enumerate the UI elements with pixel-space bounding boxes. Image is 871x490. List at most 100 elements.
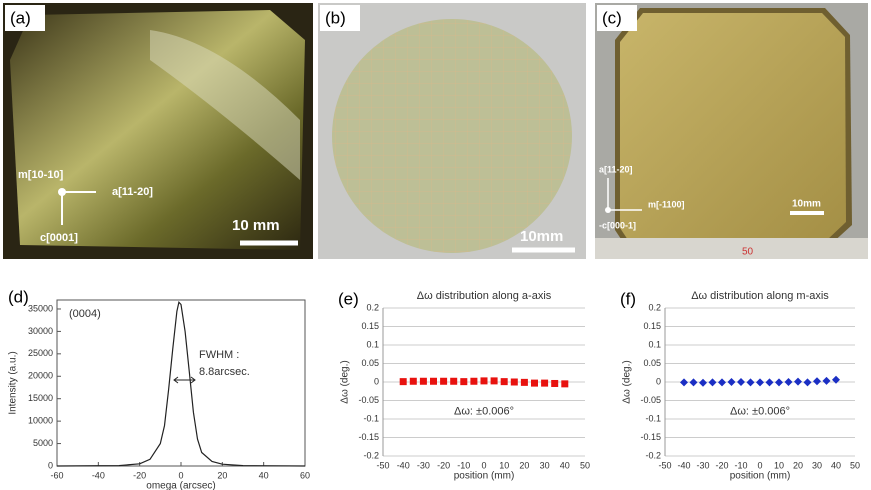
x-tick-label: 30 xyxy=(812,460,822,470)
point xyxy=(737,378,745,386)
point xyxy=(430,377,437,385)
x-tick-label: -30 xyxy=(696,460,709,470)
point xyxy=(510,378,518,386)
x-tick-label: 30 xyxy=(540,460,550,470)
point xyxy=(727,378,736,386)
panel-label: (b) xyxy=(325,8,346,27)
x-tick-label: -20 xyxy=(715,460,728,470)
point xyxy=(450,377,458,385)
axis-label: m[-1100] xyxy=(648,199,685,209)
y-axis-label: Δω (deg.) xyxy=(340,360,351,403)
y-tick-label: 5000 xyxy=(33,438,53,448)
point xyxy=(561,380,569,388)
data-line xyxy=(56,300,306,467)
point xyxy=(699,378,707,387)
x-tick-label: -60 xyxy=(50,470,63,480)
annotation: (0004) xyxy=(69,308,101,320)
y-tick-label: 0.15 xyxy=(361,321,379,331)
x-tick-label: 60 xyxy=(300,470,310,480)
x-tick-label: 40 xyxy=(831,460,841,470)
point xyxy=(551,379,559,387)
photo-a: (a) m[10-10] a[11-20] c[0001] 10 mm xyxy=(3,3,313,259)
point xyxy=(784,378,793,386)
x-axis-label: position (mm) xyxy=(730,471,791,482)
x-tick-label: -50 xyxy=(376,460,389,470)
point xyxy=(708,378,717,387)
point xyxy=(520,378,528,386)
point xyxy=(718,378,726,387)
point xyxy=(832,375,840,384)
y-tick-label: 0.1 xyxy=(366,339,379,349)
scale-label: 10mm xyxy=(520,228,563,245)
panel-label: (a) xyxy=(10,8,31,27)
y-tick-label: -0.1 xyxy=(363,413,379,423)
point xyxy=(460,378,468,386)
y-tick-label: 0.2 xyxy=(648,302,661,312)
y-tick-label: 10000 xyxy=(28,416,53,426)
x-axis-label: position (mm) xyxy=(454,471,515,482)
x-tick-label: 0 xyxy=(481,460,486,470)
chart-title: Δω distribution along m-axis xyxy=(691,290,829,302)
scale-label: 10mm xyxy=(792,199,821,210)
x-tick-label: 50 xyxy=(580,460,590,470)
chart-title: Δω distribution along a-axis xyxy=(417,290,552,302)
y-tick-label: 0.1 xyxy=(648,339,661,349)
x-tick-label: -10 xyxy=(457,460,470,470)
scale-label: 10 mm xyxy=(232,217,280,234)
y-tick-label: -0.15 xyxy=(640,432,661,442)
x-axis-label: omega (arcsec) xyxy=(146,481,215,490)
x-tick-label: 20 xyxy=(793,460,803,470)
panel-label: (d) xyxy=(8,287,29,306)
y-tick-label: 0 xyxy=(48,460,53,470)
point xyxy=(541,379,549,387)
point xyxy=(680,378,688,387)
x-tick-label: 10 xyxy=(499,460,509,470)
y-tick-label: -0.2 xyxy=(645,450,661,460)
point xyxy=(500,378,508,386)
x-tick-label: -20 xyxy=(133,470,146,480)
y-tick-label: -0.15 xyxy=(358,432,379,442)
x-tick-label: -50 xyxy=(658,460,671,470)
axis-label: a[11-20] xyxy=(112,186,153,198)
x-tick-label: -20 xyxy=(437,460,450,470)
point xyxy=(803,378,812,387)
panel-label: (f) xyxy=(620,289,636,308)
y-axis-label: Δω (deg.) xyxy=(622,360,633,403)
y-tick-label: 0 xyxy=(374,376,379,386)
point xyxy=(746,378,755,387)
x-tick-label: 40 xyxy=(259,470,269,480)
point xyxy=(419,377,427,385)
axis-label: -c[000-1] xyxy=(599,220,636,230)
y-tick-label: 30000 xyxy=(28,326,53,336)
y-tick-label: 0.05 xyxy=(361,358,379,368)
point xyxy=(480,377,488,385)
point xyxy=(440,377,448,385)
y-tick-label: 0 xyxy=(656,376,661,386)
point xyxy=(399,378,407,386)
y-tick-label: 25000 xyxy=(28,348,53,358)
panel-label: (c) xyxy=(602,8,622,27)
axis-label: a[11-20] xyxy=(599,164,633,174)
point xyxy=(409,377,417,385)
x-tick-label: 40 xyxy=(560,460,570,470)
y-tick-label: -0.2 xyxy=(363,450,379,460)
photo-b: (b) 10mm xyxy=(318,3,586,259)
point xyxy=(689,378,698,387)
axis-label: m[10-10] xyxy=(18,169,64,181)
x-tick-label: -40 xyxy=(677,460,690,470)
point xyxy=(531,379,538,387)
plot-frame xyxy=(56,299,306,467)
point xyxy=(490,377,498,385)
x-tick-label: -10 xyxy=(734,460,747,470)
ruler-label: 50 xyxy=(742,247,754,258)
annotation: Δω: ±0.006° xyxy=(454,406,514,418)
point xyxy=(794,377,802,386)
annotation: 8.8arcsec. xyxy=(199,366,250,378)
y-tick-label: -0.05 xyxy=(358,395,379,405)
panel-label: (e) xyxy=(338,289,359,308)
annotation: Δω: ±0.006° xyxy=(730,406,790,418)
point xyxy=(822,376,831,385)
y-tick-label: 20000 xyxy=(28,371,53,381)
y-tick-label: 0.05 xyxy=(643,358,661,368)
y-tick-label: -0.1 xyxy=(645,413,661,423)
